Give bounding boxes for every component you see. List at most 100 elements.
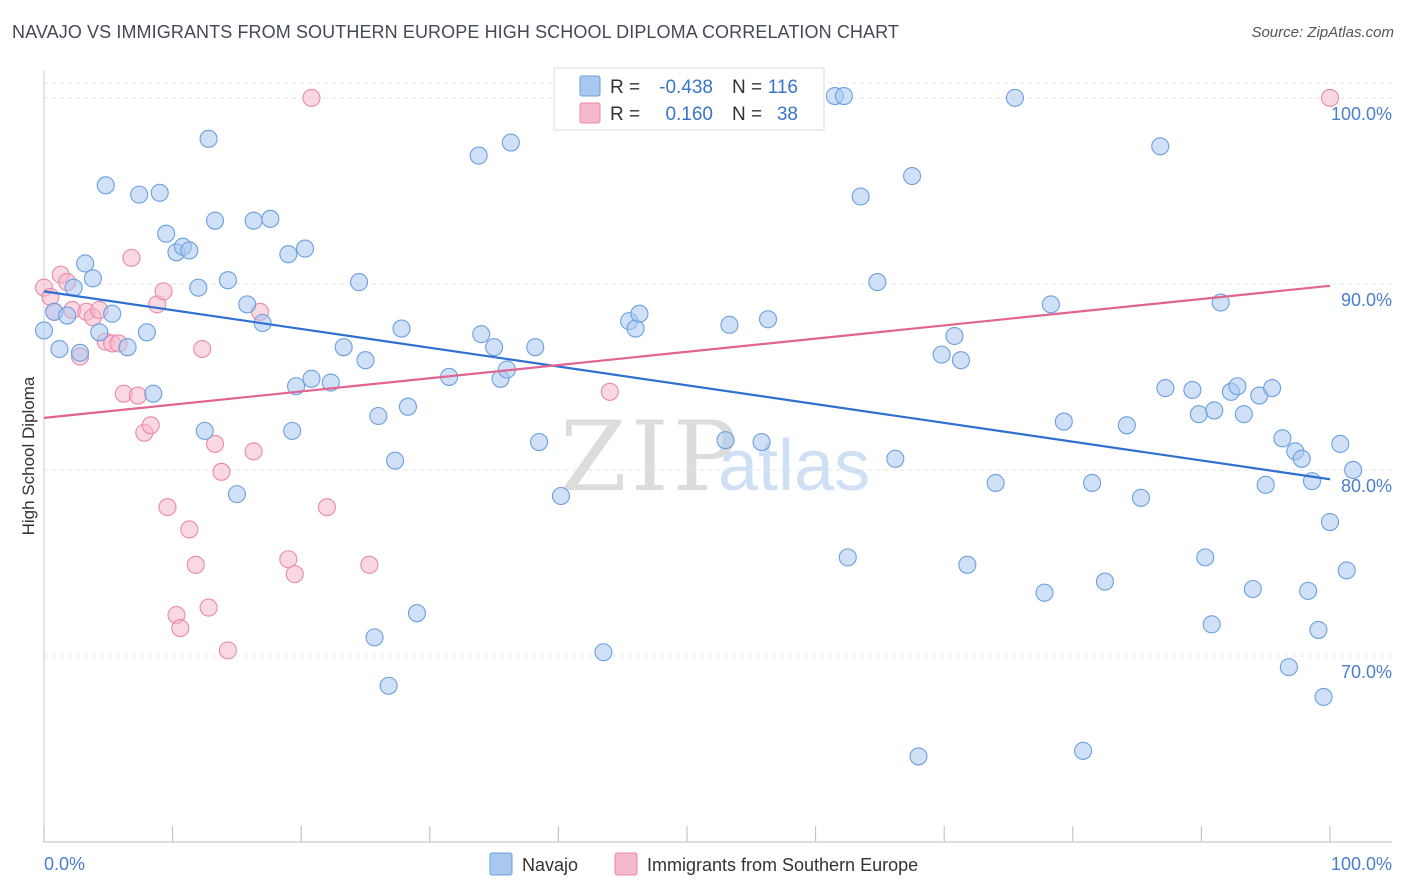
point-navajo [350, 273, 369, 292]
point-navajo [1299, 581, 1318, 600]
point-southern-europe [171, 619, 190, 638]
point-navajo [834, 86, 853, 106]
point-navajo [752, 432, 771, 452]
point-navajo [1041, 295, 1060, 314]
point-navajo [407, 604, 426, 623]
legend-r-value-navajo: -0.438 [659, 77, 713, 98]
point-navajo [1331, 434, 1350, 453]
y-tick-label: 70.0% [1341, 662, 1392, 682]
point-navajo [1320, 512, 1340, 532]
point-navajo [386, 451, 405, 470]
point-navajo [302, 369, 321, 388]
point-navajo [1151, 137, 1170, 156]
point-navajo [1344, 460, 1363, 480]
point-navajo [1183, 380, 1202, 400]
y-axis-label: High School Diploma [19, 376, 38, 535]
point-southern-europe [205, 434, 225, 453]
point-southern-europe [180, 520, 199, 539]
point-navajo [34, 321, 54, 340]
point-navajo [238, 295, 257, 314]
legend-swatch-navajo [579, 75, 601, 97]
bottom-legend-swatch-southern [614, 852, 638, 876]
point-southern-europe [128, 386, 147, 405]
point-navajo [594, 643, 613, 662]
point-southern-europe [600, 382, 619, 401]
x-tick-label-min: 0.0% [44, 854, 85, 874]
point-navajo [334, 338, 353, 357]
point-navajo [205, 211, 225, 230]
point-navajo [1202, 615, 1221, 634]
point-navajo [369, 406, 388, 426]
trend-lines [43, 284, 1331, 481]
point-navajo [530, 432, 549, 452]
point-navajo [70, 343, 90, 362]
point-navajo [279, 245, 298, 264]
point-navajo [1095, 572, 1114, 591]
point-navajo [1054, 412, 1073, 431]
point-navajo [1196, 548, 1215, 567]
point-navajo [1279, 658, 1298, 677]
point-navajo [1074, 741, 1093, 760]
point-navajo [838, 548, 857, 567]
point-southern-europe [199, 598, 218, 617]
watermark-zip: ZIP [560, 401, 741, 513]
point-southern-europe [154, 282, 173, 301]
point-navajo [261, 209, 280, 228]
point-navajo [1228, 377, 1247, 396]
legend-swatch-southern [579, 102, 601, 124]
legend-r-value-southern: 0.160 [665, 104, 713, 125]
point-southern-europe [1320, 88, 1340, 107]
trend-line-southern-europe [43, 284, 1331, 419]
y-tick-label: 80.0% [1341, 476, 1392, 496]
point-navajo [392, 319, 411, 338]
point-navajo [244, 211, 263, 230]
point-southern-europe [141, 416, 160, 435]
point-navajo [58, 306, 77, 325]
point-southern-europe [193, 339, 212, 359]
point-navajo [96, 176, 115, 195]
point-navajo [83, 269, 102, 288]
legend-r-label-navajo: R = [610, 77, 640, 98]
legend-n-value-southern: 38 [777, 104, 798, 125]
point-navajo [501, 133, 520, 152]
legend-n-label-southern: N = [732, 104, 762, 125]
axes [43, 70, 1392, 843]
series-southern-europe [34, 88, 1340, 660]
point-southern-europe [212, 462, 231, 481]
series-legend: Navajo Immigrants from Southern Europe [489, 852, 918, 876]
point-southern-europe [244, 442, 263, 461]
point-navajo [1117, 416, 1136, 435]
point-navajo [1263, 379, 1282, 398]
point-navajo [1273, 429, 1292, 448]
point-southern-europe [302, 88, 321, 107]
point-navajo [90, 323, 109, 342]
point-navajo [1189, 405, 1208, 424]
point-navajo [1243, 579, 1262, 599]
point-navajo [356, 351, 375, 370]
point-navajo [50, 339, 69, 359]
point-navajo [137, 323, 156, 342]
point-southern-europe [360, 555, 379, 574]
point-navajo [189, 278, 208, 297]
point-navajo [485, 338, 504, 357]
y-tick-labels: 70.0% 80.0% 90.0% 100.0% [1331, 104, 1392, 682]
point-navajo [932, 345, 951, 364]
point-southern-europe [317, 498, 336, 517]
point-navajo [720, 315, 739, 334]
watermark-atlas: atlas [718, 426, 870, 506]
point-navajo [1234, 405, 1253, 424]
bottom-legend-swatch-navajo [489, 852, 513, 876]
point-navajo [130, 185, 149, 204]
point-navajo [472, 325, 491, 344]
point-navajo [851, 187, 870, 206]
point-navajo [283, 421, 302, 440]
point-navajo [1292, 449, 1311, 468]
point-navajo [398, 397, 417, 416]
x-tick-label-max: 100.0% [1331, 854, 1392, 874]
bottom-legend-label-navajo: Navajo [522, 855, 578, 875]
point-southern-europe [186, 555, 205, 574]
point-southern-europe [158, 498, 177, 517]
point-navajo [199, 129, 218, 148]
point-navajo [758, 310, 778, 329]
